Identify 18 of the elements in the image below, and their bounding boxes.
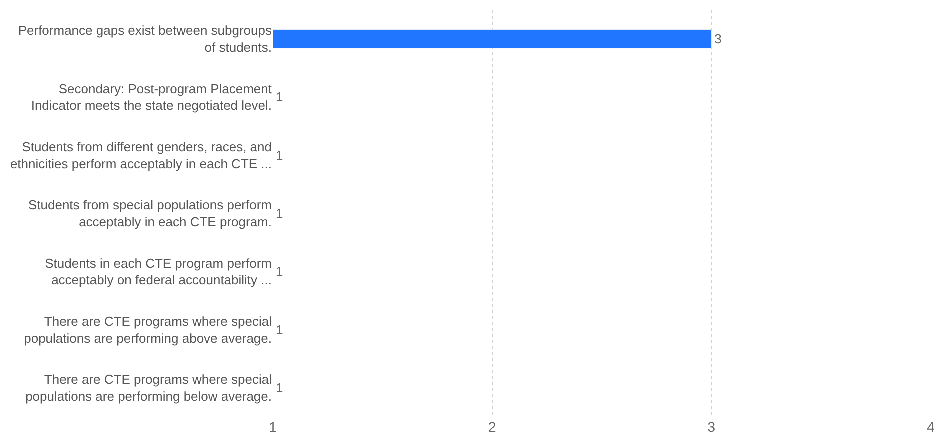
data-label: 1: [276, 380, 284, 396]
data-label: 1: [276, 264, 284, 280]
y-tick-label: Students from different genders, races, and ethnicities perform acceptably in each CTE ...: [10, 139, 272, 172]
y-tick-label: Students in each CTE program perform acceptably on federal accountability ...: [45, 256, 272, 288]
y-tick-label: Secondary: Post-program Placement Indicator meets the state negotiated level.: [31, 81, 272, 114]
x-tick-label: 4: [927, 419, 936, 435]
data-label: 1: [276, 206, 284, 221]
x-tick-label: 1: [269, 419, 278, 435]
data-label: 1: [276, 322, 284, 338]
data-label: 3: [714, 32, 722, 47]
data-label: 1: [276, 148, 284, 163]
y-tick-label: There are CTE programs where special populations are performing above average.: [24, 314, 272, 346]
x-tick-label: 3: [708, 419, 716, 435]
y-tick-label: Performance gaps exist between subgroups of students.: [18, 23, 272, 56]
y-tick-label: There are CTE programs where special populations are performing below average.: [26, 372, 272, 404]
data-label: 1: [276, 90, 284, 105]
y-tick-label: Students from special populations perform acceptably in each CTE program.: [28, 198, 272, 230]
x-tick-label: 2: [488, 419, 496, 435]
